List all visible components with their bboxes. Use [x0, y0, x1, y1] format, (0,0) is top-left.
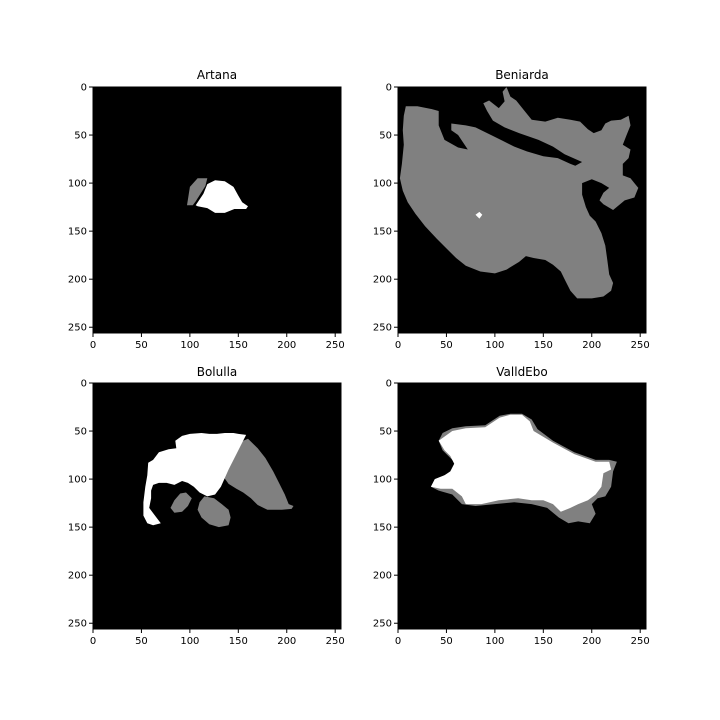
panel-valldebo: ValldEbo 0 50 100 150 200 250 0 50 100 150 200 250 [373, 365, 650, 647]
y-axis: 0 50 100 150 200 250 [68, 379, 93, 630]
x-tick-label: 0 [395, 636, 401, 647]
x-tick-label: 250 [631, 636, 650, 647]
y-tick-label: 250 [373, 323, 392, 334]
x-tick-label: 150 [534, 636, 553, 647]
y-tick-label: 50 [74, 131, 87, 142]
segmentation-regions [399, 87, 639, 299]
y-tick-label: 50 [74, 427, 87, 438]
panel-title: Bolulla [197, 365, 238, 379]
y-tick-label: 200 [373, 571, 392, 582]
y-tick-label: 150 [373, 523, 392, 534]
x-axis: 0 50 100 150 200 250 [90, 333, 345, 351]
x-tick-label: 0 [90, 636, 96, 647]
x-tick-label: 150 [229, 340, 248, 351]
region-class_1-0 [223, 438, 294, 510]
x-tick-label: 100 [485, 340, 504, 351]
y-tick-label: 200 [373, 275, 392, 286]
y-tick-label: 150 [68, 523, 87, 534]
y-tick-label: 100 [68, 179, 87, 190]
panel-bolulla: Bolulla 0 50 100 150 200 250 0 50 100 150 200 250 [68, 365, 345, 647]
x-axis: 0 50 100 150 200 250 [90, 629, 345, 647]
y-tick-label: 250 [373, 619, 392, 630]
region-class_1-0 [399, 87, 639, 299]
y-tick-label: 200 [68, 571, 87, 582]
region-class_2-3 [143, 433, 247, 526]
region-class_2-1 [195, 180, 248, 213]
x-tick-label: 200 [277, 340, 296, 351]
x-tick-label: 250 [326, 636, 345, 647]
x-tick-label: 0 [395, 340, 401, 351]
x-tick-label: 50 [440, 340, 453, 351]
panel-title: ValldEbo [496, 365, 547, 379]
x-axis: 0 50 100 150 200 250 [395, 333, 650, 351]
region-class_2-1 [475, 211, 483, 219]
y-tick-label: 200 [68, 275, 87, 286]
segmentation-regions [187, 178, 248, 213]
segmentation-regions [430, 413, 617, 524]
x-tick-label: 50 [440, 636, 453, 647]
x-axis: 0 50 100 150 200 250 [395, 629, 650, 647]
x-tick-label: 200 [277, 636, 296, 647]
region-class_1-1 [197, 496, 231, 528]
x-tick-label: 0 [90, 340, 96, 351]
plot-frame [397, 86, 647, 334]
y-tick-label: 250 [68, 619, 87, 630]
plot-frame [92, 382, 342, 630]
panel-title: Artana [197, 68, 237, 82]
segmentation-regions [143, 433, 294, 528]
y-axis: 0 50 100 150 200 250 [373, 379, 398, 630]
region-class_1-2 [170, 492, 192, 513]
y-tick-label: 50 [379, 427, 392, 438]
y-tick-label: 100 [373, 475, 392, 486]
panel-beniarda: Beniarda 0 50 100 150 200 250 0 50 100 150 200 250 [373, 68, 650, 351]
region-class_2-1 [430, 414, 612, 512]
x-tick-label: 50 [135, 636, 148, 647]
y-axis: 0 50 100 150 200 250 [373, 83, 398, 334]
plot-frame [92, 86, 342, 334]
y-tick-label: 0 [81, 83, 87, 94]
x-tick-label: 50 [135, 340, 148, 351]
x-tick-label: 150 [534, 340, 553, 351]
x-tick-label: 100 [180, 636, 199, 647]
x-tick-label: 250 [631, 340, 650, 351]
region-class_1-0 [187, 178, 208, 206]
x-tick-label: 100 [485, 636, 504, 647]
plot-frame [397, 382, 647, 630]
y-axis: 0 50 100 150 200 250 [68, 83, 93, 334]
x-tick-label: 250 [326, 340, 345, 351]
x-tick-label: 150 [229, 636, 248, 647]
y-tick-label: 100 [373, 179, 392, 190]
y-tick-label: 50 [379, 131, 392, 142]
y-tick-label: 0 [81, 379, 87, 390]
y-tick-label: 100 [68, 475, 87, 486]
y-tick-label: 150 [68, 227, 87, 238]
panel-artana: Artana 0 50 100 150 200 250 0 50 100 150 200 250 [68, 68, 345, 351]
y-tick-label: 0 [386, 379, 392, 390]
x-tick-label: 200 [582, 340, 601, 351]
panel-title: Beniarda [495, 68, 549, 82]
y-tick-label: 150 [373, 227, 392, 238]
y-tick-label: 250 [68, 323, 87, 334]
x-tick-label: 100 [180, 340, 199, 351]
y-tick-label: 0 [386, 83, 392, 94]
x-tick-label: 200 [582, 636, 601, 647]
